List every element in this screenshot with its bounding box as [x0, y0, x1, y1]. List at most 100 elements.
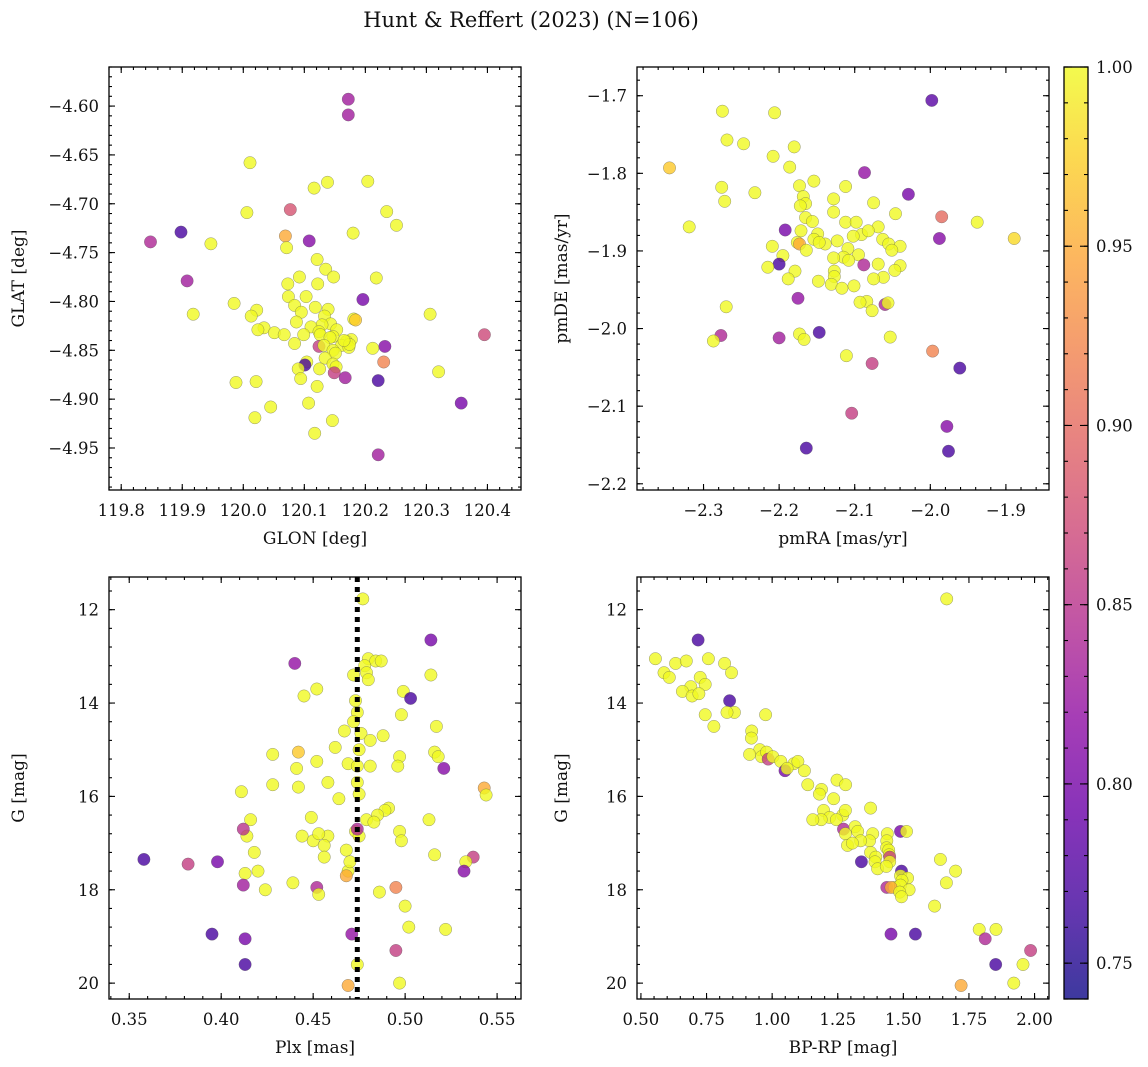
data-point — [394, 708, 408, 722]
y-axis-label: G [mag] — [552, 753, 572, 822]
data-point — [234, 785, 248, 799]
data-point — [339, 843, 353, 857]
data-point — [861, 224, 875, 238]
data-point — [343, 855, 357, 869]
data-point — [940, 592, 954, 606]
data-point — [437, 761, 451, 775]
scatter-points — [137, 592, 493, 992]
y-tick-label: 18 — [606, 881, 627, 900]
data-point — [806, 813, 820, 827]
data-point — [744, 731, 758, 745]
data-point — [935, 210, 949, 224]
data-point — [367, 815, 381, 829]
data-point — [310, 253, 324, 266]
data-point — [349, 313, 363, 327]
data-point — [867, 196, 881, 210]
colorbar-tick-label: 0.90 — [1096, 416, 1133, 435]
data-point — [857, 258, 871, 272]
data-point — [238, 932, 252, 946]
data-point — [266, 747, 280, 761]
data-point — [942, 444, 955, 458]
data-point — [249, 375, 263, 389]
y-tick-label: −1.9 — [587, 242, 627, 261]
data-point — [477, 328, 491, 342]
data-point — [797, 764, 811, 778]
data-point — [720, 705, 734, 719]
data-point — [827, 205, 841, 219]
data-point — [291, 745, 305, 759]
data-point — [737, 137, 751, 151]
data-point — [865, 357, 879, 370]
data-point — [247, 845, 261, 859]
data-point — [321, 175, 334, 189]
data-point — [839, 180, 853, 193]
data-point — [725, 666, 738, 680]
data-point — [312, 827, 326, 841]
data-point — [371, 448, 385, 462]
data-point — [829, 813, 843, 827]
data-point — [361, 174, 375, 188]
data-point — [302, 234, 316, 248]
data-point — [692, 687, 706, 701]
x-axis-label: GLON [deg] — [263, 529, 367, 549]
data-point — [783, 160, 797, 174]
data-point — [858, 166, 871, 180]
data-point — [989, 922, 1003, 936]
x-tick-label: 1.25 — [819, 1010, 856, 1029]
data-point — [879, 859, 893, 873]
colorbar-tick-label: 0.80 — [1096, 775, 1133, 794]
data-point — [707, 719, 721, 733]
data-point — [297, 328, 311, 342]
data-point — [839, 349, 853, 363]
x-tick-label: −1.9 — [986, 501, 1026, 520]
data-point — [297, 689, 311, 703]
data-point — [377, 355, 391, 369]
data-point — [827, 251, 841, 265]
data-point — [871, 257, 885, 271]
data-point — [718, 194, 732, 208]
data-point — [867, 272, 881, 286]
y-tick-label: −1.7 — [587, 87, 627, 106]
data-point — [679, 654, 693, 668]
data-point — [424, 633, 438, 647]
data-point — [398, 899, 412, 913]
data-point — [889, 207, 902, 221]
data-point — [310, 682, 324, 696]
data-point — [761, 260, 775, 274]
data-point — [227, 296, 241, 310]
data-point — [186, 307, 200, 321]
data-point — [258, 883, 272, 897]
x-tick-label: 120.3 — [403, 501, 450, 520]
y-axis-label: pmDE [mas/yr] — [552, 213, 572, 343]
data-point — [137, 852, 151, 866]
data-point — [308, 300, 322, 314]
data-point — [812, 787, 826, 801]
data-point — [885, 243, 899, 257]
data-point — [865, 304, 879, 318]
data-point — [793, 179, 806, 193]
axes-frame — [108, 576, 522, 1000]
data-point — [970, 215, 984, 229]
data-point — [290, 761, 304, 775]
data-point — [765, 239, 779, 253]
data-point — [310, 754, 324, 768]
data-point — [338, 371, 352, 385]
data-point — [812, 325, 826, 339]
data-point — [356, 293, 370, 306]
data-point — [389, 944, 403, 957]
data-point — [240, 206, 254, 220]
data-point — [319, 262, 333, 276]
data-point — [366, 341, 380, 355]
data-point — [393, 976, 407, 990]
y-tick-label: 20 — [606, 974, 627, 993]
data-point — [830, 234, 844, 248]
data-point — [662, 670, 676, 684]
colorbar-tick-label: 1.00 — [1096, 58, 1133, 77]
panel-bprp-g: 0.50 0.75 1.00 1.25 1.50 1.75 2.00 12 14 16 18 20 BP… — [552, 576, 1053, 1058]
y-tick-label: −2.1 — [587, 397, 627, 416]
data-point — [181, 857, 195, 871]
data-point — [292, 270, 306, 284]
scatter-points — [663, 93, 1021, 458]
y-tick-label: −4.65 — [48, 146, 99, 165]
data-point — [766, 149, 780, 163]
